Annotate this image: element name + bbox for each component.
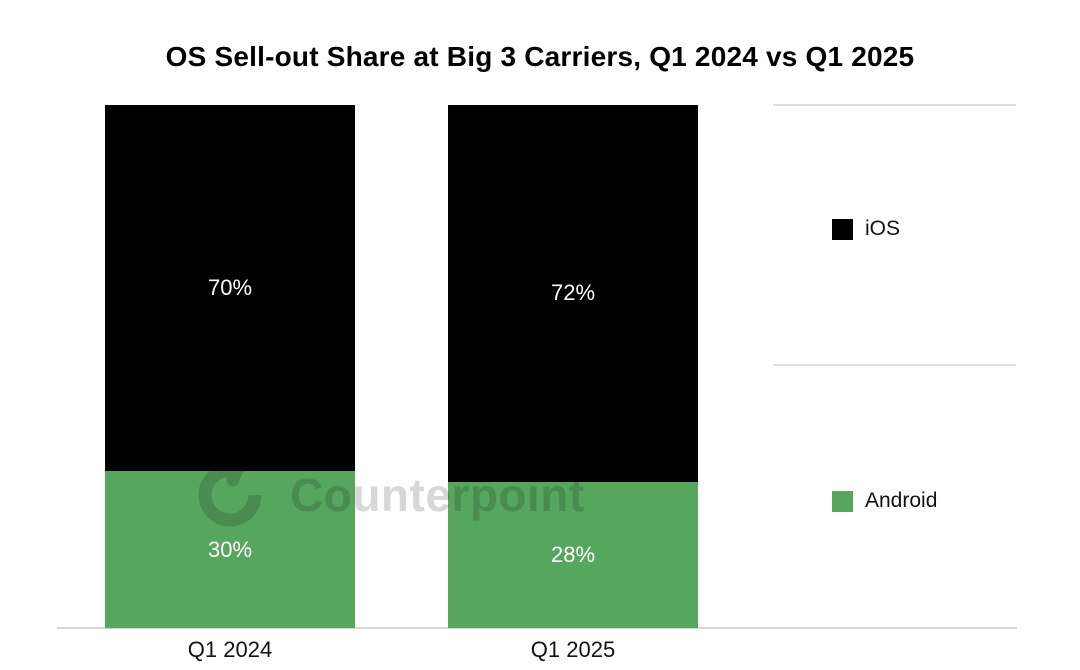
x-axis-line (57, 627, 1017, 629)
data-label-android-q1-2024: 30% (207, 536, 253, 562)
chart-title: OS Sell-out Share at Big 3 Carriers, Q1 … (165, 41, 915, 72)
bar-q1-2024: 70% 30% (105, 105, 355, 628)
ios-swatch-icon (832, 218, 853, 240)
segment-ios-q1-2024: 70% (105, 105, 355, 472)
legend-separator-top (773, 104, 1016, 106)
legend-label-android: Android (865, 489, 938, 512)
data-label-android-q1-2025: 28% (550, 541, 596, 567)
segment-android-q1-2025: 28% (448, 481, 698, 628)
segment-ios-q1-2025: 72% (448, 105, 698, 482)
segment-android-q1-2024: 30% (105, 471, 355, 628)
x-axis-label-q1-2024: Q1 2024 (187, 637, 273, 662)
x-axis-label-q1-2025: Q1 2025 (530, 637, 616, 662)
legend-label-ios: iOS (865, 217, 901, 240)
data-label-ios-q1-2025: 72% (550, 280, 596, 306)
android-swatch-icon (832, 490, 853, 512)
legend-item-ios: iOS (832, 217, 900, 241)
legend-separator-middle (773, 364, 1016, 366)
legend-item-android: Android (832, 489, 937, 513)
data-label-ios-q1-2024: 70% (207, 275, 253, 301)
bar-q1-2025: 72% 28% (448, 105, 698, 628)
